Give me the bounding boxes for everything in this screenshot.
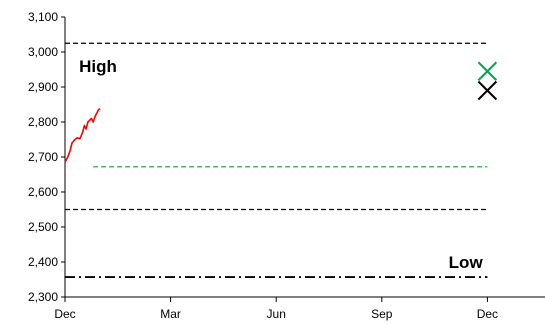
y-tick-label: 2,400 bbox=[28, 255, 58, 269]
x-tick-label: Mar bbox=[160, 307, 181, 321]
annotation-high-label: High bbox=[79, 57, 117, 76]
series-line-1 bbox=[64, 108, 101, 163]
x-tick-label: Dec bbox=[477, 307, 498, 321]
y-tick-label: 3,100 bbox=[28, 10, 58, 24]
annotation-low-label: Low bbox=[449, 253, 484, 272]
x-marker-1 bbox=[477, 61, 498, 81]
y-tick-label: 2,600 bbox=[28, 185, 58, 199]
y-tick-label: 2,700 bbox=[28, 150, 58, 164]
y-tick-label: 2,900 bbox=[28, 80, 58, 94]
x-tick-label: Jun bbox=[267, 307, 286, 321]
x-marker-stroke bbox=[477, 61, 498, 81]
x-marker-2 bbox=[477, 80, 498, 101]
x-tick-label: Dec bbox=[54, 307, 75, 321]
y-tick-label: 2,300 bbox=[28, 290, 58, 304]
y-tick-label: 3,000 bbox=[28, 45, 58, 59]
y-tick-label: 2,500 bbox=[28, 220, 58, 234]
x-marker-stroke bbox=[477, 80, 498, 101]
x-tick-label: Sep bbox=[371, 307, 393, 321]
y-tick-label: 2,800 bbox=[28, 115, 58, 129]
